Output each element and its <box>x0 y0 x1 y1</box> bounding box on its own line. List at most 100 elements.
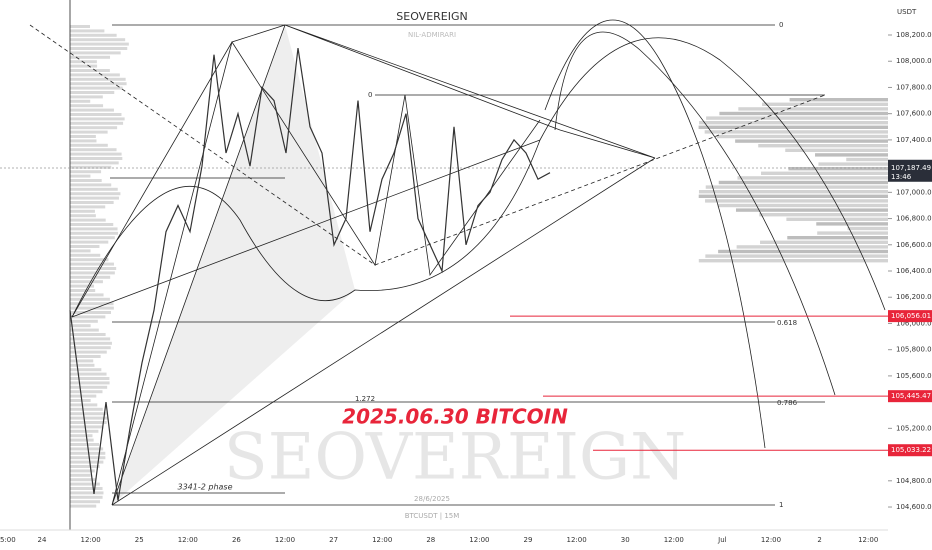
profile-bar <box>70 284 95 288</box>
profile-bar <box>70 139 97 143</box>
price-tag <box>888 310 932 323</box>
profile-bar <box>70 443 100 446</box>
profile-bar <box>70 143 108 147</box>
profile-bar <box>787 236 888 240</box>
y-tick-label: 107,800.00 <box>896 83 932 91</box>
x-tick-label: 5:00 <box>0 536 16 544</box>
profile-bar <box>704 130 888 134</box>
profile-bar <box>846 157 888 162</box>
profile-bar <box>698 194 888 198</box>
profile-bar <box>817 231 888 235</box>
profile-bar <box>758 144 888 148</box>
x-tick-label: 12:00 <box>858 536 878 544</box>
profile-bar <box>70 394 97 398</box>
x-tick-label: 26 <box>232 536 241 544</box>
profile-bar <box>70 126 118 130</box>
fib-label: 1.272 <box>355 395 375 403</box>
arc <box>554 31 836 396</box>
profile-bar <box>70 192 121 196</box>
price-tag-label: 105,033.22 <box>891 446 931 454</box>
x-tick-label: 12:00 <box>664 536 684 544</box>
profile-bar <box>70 311 111 314</box>
profile-bar <box>698 125 888 129</box>
profile-bar <box>70 319 98 323</box>
profile-bar <box>70 416 108 420</box>
profile-bar <box>70 315 106 319</box>
profile-bar <box>70 504 97 508</box>
profile-bar <box>70 280 103 284</box>
profile-bar <box>717 134 888 139</box>
profile-bar <box>70 289 96 292</box>
profile-bar <box>698 259 888 263</box>
profile-bar <box>70 236 115 240</box>
profile-bar <box>70 368 102 372</box>
profile-bar <box>70 205 106 209</box>
profile-bar <box>70 218 106 222</box>
profile-bar <box>70 355 101 358</box>
x-tick-label: 12:00 <box>567 536 587 544</box>
profile-bar <box>70 377 110 380</box>
profile-bar <box>735 139 888 143</box>
y-tick-label: 106,000.00 <box>896 319 932 327</box>
profile-bar <box>818 162 888 166</box>
profile-bar <box>70 152 122 156</box>
profile-bar <box>70 33 117 37</box>
volume-profile <box>70 25 888 508</box>
profile-bar <box>738 107 888 111</box>
trendline <box>29 24 826 266</box>
profile-bar <box>70 73 120 77</box>
watermark: SEOVEREIGN <box>224 421 686 495</box>
profile-bar <box>70 262 114 266</box>
arc <box>71 139 541 318</box>
profile-bar <box>70 179 102 182</box>
profile-bar <box>70 346 111 350</box>
profile-bar <box>70 170 102 174</box>
x-tick-label: 25 <box>135 536 144 544</box>
fib-label: 1 <box>779 501 783 509</box>
profile-bar <box>718 180 888 185</box>
fib-label: 0 <box>779 21 783 29</box>
profile-bar <box>70 201 114 204</box>
profile-bar <box>70 341 112 345</box>
profile-bar <box>70 108 114 112</box>
profile-bar <box>815 153 888 157</box>
fib-label: 0.618 <box>777 319 797 327</box>
profile-bar <box>70 328 99 332</box>
profile-bar <box>70 174 91 178</box>
profile-bar <box>70 363 95 367</box>
profile-bar <box>719 111 888 116</box>
y-tick-label: 107,400.00 <box>896 136 932 144</box>
x-tick-label: 12:00 <box>81 536 101 544</box>
profile-bar <box>735 208 888 212</box>
y-tick-label: 105,600.00 <box>896 372 932 380</box>
symbol-note: BTCUSDT | 15M <box>405 512 460 520</box>
profile-bar <box>70 407 103 411</box>
profile-bar <box>70 130 108 134</box>
price-tag-label: 105,445.47 <box>891 392 931 400</box>
profile-bar <box>70 482 100 486</box>
profile-bar <box>70 86 123 90</box>
profile-bar <box>760 240 888 244</box>
y-tick-label: 104,800.00 <box>896 477 932 485</box>
headline: 2025.06.30 BITCOIN <box>342 405 568 429</box>
y-tick-label: 105,800.00 <box>896 346 932 354</box>
profile-bar <box>788 167 888 171</box>
profile-bar <box>70 381 110 385</box>
profile-bar <box>70 500 101 504</box>
profile-bar <box>70 161 119 165</box>
profile-bar <box>70 249 91 253</box>
profile-bar <box>70 306 114 310</box>
profile-bar <box>70 447 104 451</box>
profile-bar <box>70 253 101 257</box>
profile-bar <box>70 293 104 297</box>
profile-bar <box>70 385 108 389</box>
profile-bar <box>70 359 94 363</box>
x-tick-label: 24 <box>38 536 47 544</box>
x-tick-label: 12:00 <box>761 536 781 544</box>
profile-bar <box>718 249 888 254</box>
profile-bar <box>70 245 100 248</box>
profile-bar <box>70 91 115 94</box>
x-tick-label: 12:00 <box>372 536 392 544</box>
profile-bar <box>70 82 127 86</box>
subtitle: NIL-ADMIRARI <box>408 31 456 39</box>
